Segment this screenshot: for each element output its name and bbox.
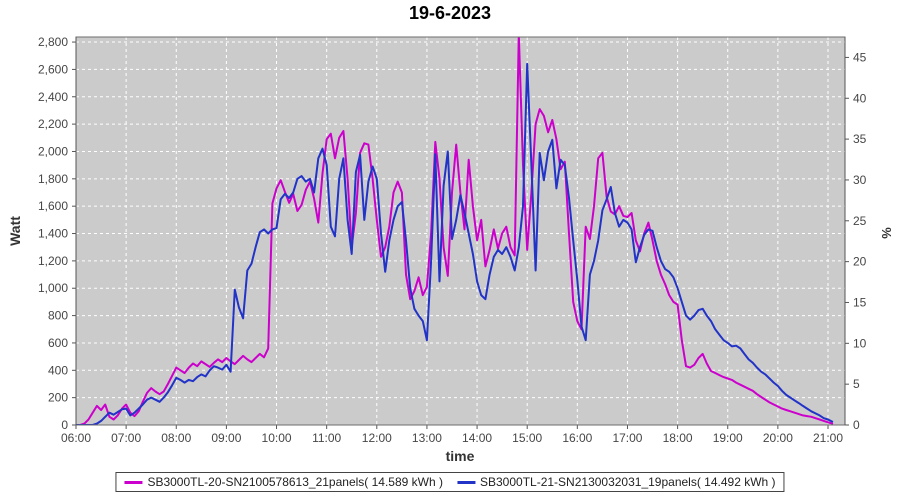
y-tick-label: 800 bbox=[48, 309, 68, 323]
x-tick-label: 06:00 bbox=[61, 431, 91, 445]
chart-title: 19-6-2023 bbox=[408, 3, 492, 23]
x-tick-label: 19:00 bbox=[713, 431, 743, 445]
x-tick-label: 13:00 bbox=[412, 431, 442, 445]
y-tick-label: 200 bbox=[48, 391, 68, 405]
right-tick-label: 25 bbox=[853, 214, 867, 228]
right-tick-label: 30 bbox=[853, 173, 867, 187]
right-tick-label: 0 bbox=[853, 418, 860, 432]
y-tick-label: 1,400 bbox=[38, 227, 68, 241]
x-tick-label: 15:00 bbox=[512, 431, 542, 445]
y-tick-label: 1,600 bbox=[38, 199, 68, 213]
right-tick-label: 35 bbox=[853, 132, 867, 146]
x-tick-label: 16:00 bbox=[562, 431, 592, 445]
y-axis-title: Watt bbox=[7, 216, 23, 246]
right-tick-label: 10 bbox=[853, 336, 867, 350]
plot-area bbox=[76, 37, 845, 425]
y-tick-label: 2,600 bbox=[38, 62, 68, 76]
legend: SB3000TL-20-SN2100578613_21panels( 14.58… bbox=[115, 472, 785, 492]
y-tick-label: 400 bbox=[48, 363, 68, 377]
x-tick-label: 18:00 bbox=[663, 431, 693, 445]
x-axis-title: time bbox=[446, 448, 475, 464]
y-tick-label: 2,200 bbox=[38, 117, 68, 131]
right-axis-title: % bbox=[879, 227, 894, 239]
axes: 06:00 07:00 08:00 09:00 10:00 11:00 12:00 13:00… bbox=[38, 35, 867, 445]
legend-entry-series2: SB3000TL-21-SN2130032031_19panels( 14.49… bbox=[457, 475, 776, 489]
y-tick-label: 600 bbox=[48, 336, 68, 350]
right-tick-label: 5 bbox=[853, 377, 860, 391]
x-tick-label: 21:00 bbox=[813, 431, 843, 445]
x-tick-label: 17:00 bbox=[612, 431, 642, 445]
right-tick-label: 40 bbox=[853, 91, 867, 105]
legend-label-series1: SB3000TL-20-SN2100578613_21panels( 14.58… bbox=[147, 475, 443, 489]
x-tick-label: 07:00 bbox=[111, 431, 141, 445]
legend-swatch-magenta-line bbox=[124, 480, 143, 484]
x-tick-label: 08:00 bbox=[161, 431, 191, 445]
y-tick-label: 0 bbox=[61, 418, 68, 432]
y-tick-label: 1,800 bbox=[38, 172, 68, 186]
legend-label-series2: SB3000TL-21-SN2130032031_19panels( 14.49… bbox=[480, 475, 776, 489]
series-line-1 bbox=[76, 37, 834, 425]
x-tick-label: 20:00 bbox=[763, 431, 793, 445]
x-tick-label: 10:00 bbox=[262, 431, 292, 445]
x-tick-label: 09:00 bbox=[211, 431, 241, 445]
x-tick-label: 14:00 bbox=[462, 431, 492, 445]
series-lines bbox=[76, 37, 834, 425]
right-tick-label: 45 bbox=[853, 50, 867, 64]
y-tick-label: 2,800 bbox=[38, 35, 68, 49]
y-tick-label: 2,400 bbox=[38, 90, 68, 104]
legend-entry-series1: SB3000TL-20-SN2100578613_21panels( 14.58… bbox=[124, 475, 443, 489]
x-tick-label: 11:00 bbox=[312, 431, 341, 445]
plot-background bbox=[76, 37, 845, 425]
y-tick-label: 2,000 bbox=[38, 144, 68, 158]
series-line-2 bbox=[76, 62, 834, 425]
y-tick-label: 1,200 bbox=[38, 254, 68, 268]
legend-swatch-blue-line bbox=[457, 480, 475, 484]
x-tick-label: 12:00 bbox=[362, 431, 392, 445]
right-tick-label: 15 bbox=[853, 295, 867, 309]
y-tick-label: 1,000 bbox=[38, 281, 68, 295]
right-tick-label: 20 bbox=[853, 255, 867, 269]
